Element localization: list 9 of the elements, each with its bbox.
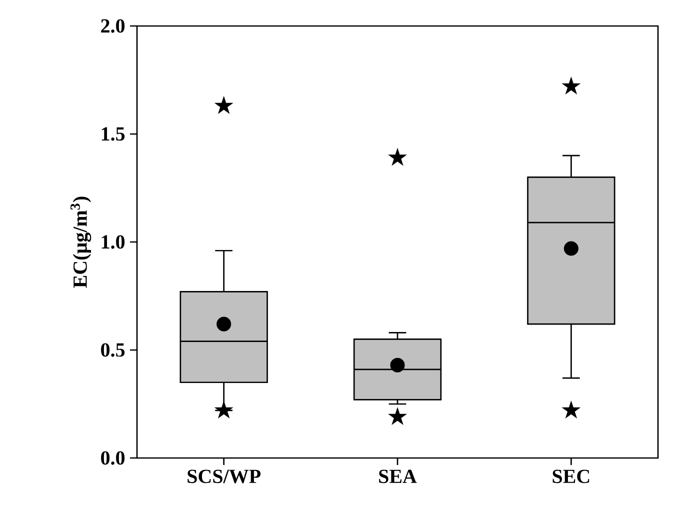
x-tick-label: SEA (379, 470, 417, 484)
y-tick-label: 1.5 (102, 127, 125, 141)
y-tick-label: 0.0 (101, 451, 125, 465)
y-tick-label: 2.0 (101, 19, 125, 33)
x-tick-label: SCS/WP (188, 470, 260, 484)
x-tick-label: SEC (552, 470, 590, 484)
y-axis-title: EC(μg/m$^{3}$) (70, 196, 92, 288)
y-tick-label: 0.5 (101, 343, 125, 357)
y-tick-label: 1.0 (102, 235, 125, 249)
